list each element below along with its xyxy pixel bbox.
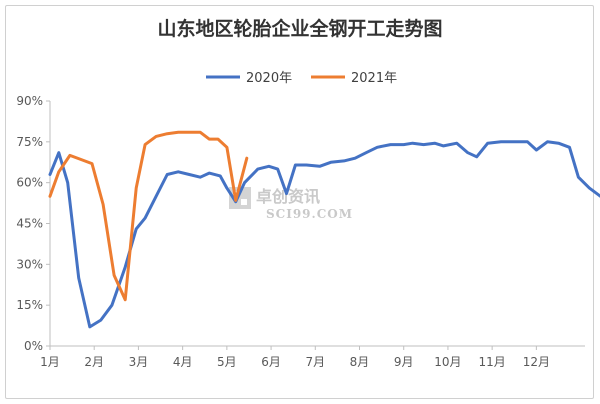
- x-tick-label: 2月: [84, 355, 104, 369]
- axes: 0% 15% 30% 45% 60% 75% 90% 1月 2月 3月 4月 5月 6月 7月 8月 9月 10…: [16, 94, 585, 369]
- watermark-cn: 卓创资讯: [256, 187, 320, 206]
- x-tick-label: 5月: [217, 355, 237, 369]
- series-line-1: [48, 130, 249, 302]
- x-tick-label: 12月: [523, 355, 550, 369]
- y-tick-label: 75%: [16, 135, 43, 149]
- x-tick-label: 1月: [40, 355, 60, 369]
- y-tick-label: 30%: [16, 257, 43, 271]
- x-tick-label: 10月: [434, 355, 461, 369]
- x-tick-label: 7月: [305, 355, 325, 369]
- y-tick-label: 90%: [16, 94, 43, 108]
- chart-title: 山东地区轮胎企业全钢开工走势图: [157, 17, 442, 40]
- y-tick-label: 45%: [16, 217, 43, 231]
- watermark-logo-icon-inner2: [241, 199, 247, 205]
- chart-frame: [5, 5, 594, 399]
- y-tick-label: 15%: [16, 298, 43, 312]
- legend: 2020年 2021年: [206, 71, 397, 86]
- x-tick-label: 3月: [129, 355, 149, 369]
- series-line-0: [48, 140, 600, 329]
- x-tick-label: 9月: [394, 355, 414, 369]
- legend-label-2021: 2021年: [351, 71, 397, 86]
- y-tick-label: 0%: [24, 339, 43, 353]
- x-tick-label: 8月: [350, 355, 370, 369]
- legend-label-2020: 2020年: [246, 71, 292, 86]
- x-tick-label: 11月: [479, 355, 506, 369]
- x-tick-label: 4月: [173, 355, 193, 369]
- watermark-en: SCI99.COM: [266, 207, 353, 221]
- x-tick-label: 6月: [261, 355, 281, 369]
- series-layer: [48, 130, 600, 329]
- watermark: 卓创资讯 SCI99.COM: [229, 187, 353, 221]
- y-tick-label: 60%: [16, 176, 43, 190]
